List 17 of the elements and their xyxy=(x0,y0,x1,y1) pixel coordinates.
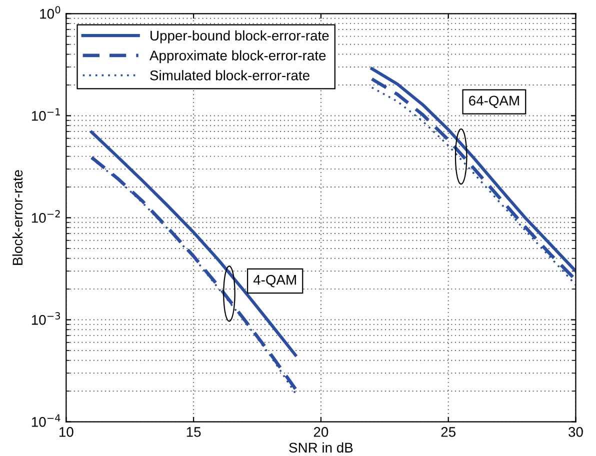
annotation: 4-QAM xyxy=(253,274,296,288)
x-tick-label: 20 xyxy=(314,427,328,437)
x-tick-label: 10 xyxy=(59,427,74,437)
legend-label: Approximate block-error-rate xyxy=(150,50,326,64)
x-axis-title: SNR in dB xyxy=(289,442,353,453)
annotation: 64-QAM xyxy=(469,96,519,108)
y-tick-label: 10$^{−4}$ xyxy=(32,414,60,427)
y-tick-label: 10$^{−1}$ xyxy=(32,108,60,121)
legend-label: Simulated block-error-rate xyxy=(150,70,310,80)
legend-label: Upper-bound block-error-rate xyxy=(150,30,329,44)
y-tick-label: 10$^{0}$ xyxy=(40,6,60,19)
x-tick-label: 30 xyxy=(568,427,583,437)
x-tick-label: 15 xyxy=(186,427,201,437)
y-axis-title: Block-error-rate xyxy=(12,170,23,265)
y-tick-label: 10$^{−3}$ xyxy=(32,312,60,325)
y-tick-label: 10$^{−2}$ xyxy=(32,210,60,223)
x-tick-label: 25 xyxy=(441,427,456,437)
